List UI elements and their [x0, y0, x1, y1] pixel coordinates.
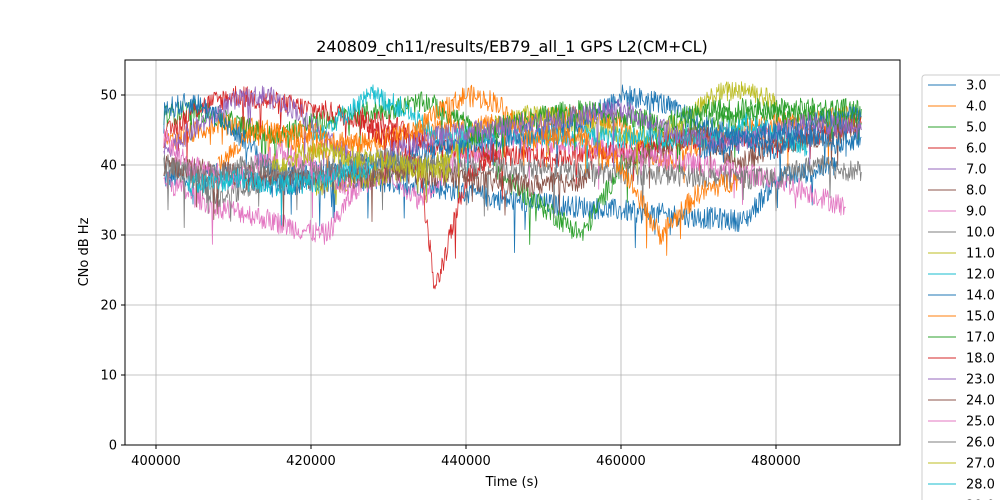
legend-label: 27.0: [966, 457, 995, 472]
legend-box: [921, 74, 1000, 500]
legend-label: 7.0: [966, 163, 987, 178]
legend-label: 23.0: [966, 373, 995, 388]
series-line-29.0: [698, 121, 862, 166]
series-line-24.0: [163, 154, 591, 227]
y-tick-label: 40: [100, 159, 117, 174]
legend-label: 26.0: [966, 436, 995, 451]
legend-label: 29.0: [966, 499, 995, 500]
x-tick-label: 460000: [596, 454, 646, 469]
series-line-15.0: [217, 84, 738, 256]
series-line-28.0: [186, 156, 374, 226]
series-line-26.0: [163, 147, 436, 214]
y-tick-label: 0: [109, 439, 117, 454]
legend-label: 8.0: [966, 184, 987, 199]
y-tick-label: 50: [100, 89, 117, 104]
legend-label: 15.0: [966, 310, 995, 325]
x-tick-label: 480000: [751, 454, 801, 469]
legend-label: 10.0: [966, 226, 995, 241]
legend-label: 18.0: [966, 352, 995, 367]
series-line-7.0: [163, 85, 358, 174]
x-axis-title: Time (s): [485, 475, 539, 490]
legend-label: 11.0: [966, 247, 995, 262]
legend-label: 9.0: [966, 205, 987, 220]
legend-label: 12.0: [966, 268, 995, 283]
series-line-27.0: [271, 140, 451, 203]
series-layer: [163, 81, 862, 290]
series-line-12.0: [310, 84, 808, 177]
series-line-11.0: [310, 81, 777, 206]
x-axis: 400000 420000 440000 460000 480000: [131, 445, 801, 469]
y-tick-label: 30: [100, 229, 117, 244]
legend-label: 3.0: [966, 79, 987, 94]
x-tick-label: 420000: [286, 454, 336, 469]
legend-label: 4.0: [966, 100, 987, 115]
legend-label: 17.0: [966, 331, 995, 346]
plot-frame: [124, 59, 901, 446]
legend-label: 25.0: [966, 415, 995, 430]
legend-label: 28.0: [966, 478, 995, 493]
legend-label: 6.0: [966, 142, 987, 157]
y-axis: 0 10 20 30 40 50: [100, 89, 125, 454]
series-line-23.0: [388, 98, 862, 172]
y-tick-label: 10: [100, 369, 117, 384]
legend-label: 5.0: [966, 121, 987, 136]
x-tick-label: 400000: [131, 454, 181, 469]
legend-label: 24.0: [966, 394, 995, 409]
series-line-8.0: [620, 121, 862, 189]
series-line-17.0: [465, 97, 862, 160]
y-axis-title: CNo dB Hz: [77, 217, 92, 286]
legend-label: 14.0: [966, 289, 995, 304]
chart-title: 240809_ch11/results/EB79_all_1 GPS L2(CM…: [316, 37, 708, 57]
legend: 3.0 4.0 5.0 6.0 7.0 8.0 9.0 10.0 11.0 12.0 14.0 15.…: [921, 74, 1000, 500]
y-tick-label: 20: [100, 299, 117, 314]
x-tick-label: 440000: [441, 454, 491, 469]
